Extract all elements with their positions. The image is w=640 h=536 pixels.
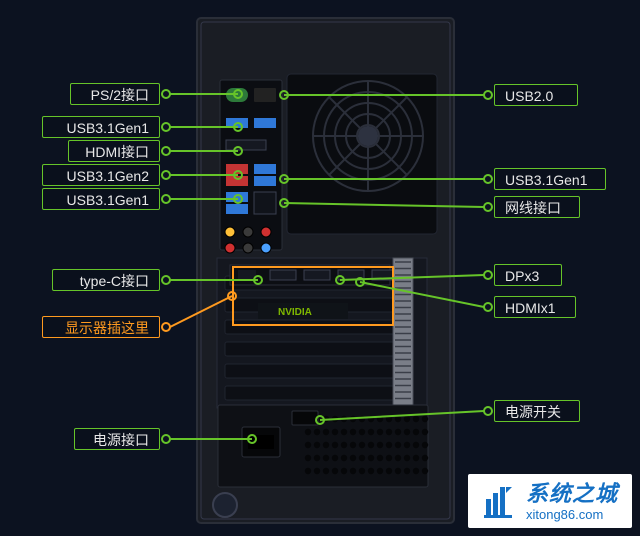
callout-usb31gen1b: USB3.1Gen1 — [42, 188, 160, 210]
gpu-highlight-box — [232, 266, 394, 326]
callout-lan: 网线接口 — [494, 196, 580, 218]
callout-usb31gen1a: USB3.1Gen1 — [42, 116, 160, 138]
callout-typec: type-C接口 — [52, 269, 160, 291]
callout-dp: DPx3 — [494, 264, 562, 286]
callout-power-sw: 电源开关 — [494, 400, 580, 422]
callout-hdmix1: HDMIx1 — [494, 296, 576, 318]
callout-usb31gen1r: USB3.1Gen1 — [494, 168, 606, 190]
callout-hdmi: HDMI接口 — [68, 140, 160, 162]
watermark: 系统之城 xitong86.com — [468, 474, 632, 528]
watermark-url: xitong86.com — [526, 508, 618, 522]
watermark-title: 系统之城 — [526, 482, 618, 506]
callout-usb2: USB2.0 — [494, 84, 578, 106]
callout-ps2: PS/2接口 — [70, 83, 160, 105]
callout-usb31gen2: USB3.1Gen2 — [42, 164, 160, 186]
callout-power-in: 电源接口 — [74, 428, 160, 450]
diagram-stage: NVIDIA PS/2接口USB3.1Gen1HDMI接口USB3.1Gen2U… — [0, 0, 640, 536]
watermark-logo-icon — [482, 485, 516, 519]
callout-monitor: 显示器插这里 — [42, 316, 160, 338]
